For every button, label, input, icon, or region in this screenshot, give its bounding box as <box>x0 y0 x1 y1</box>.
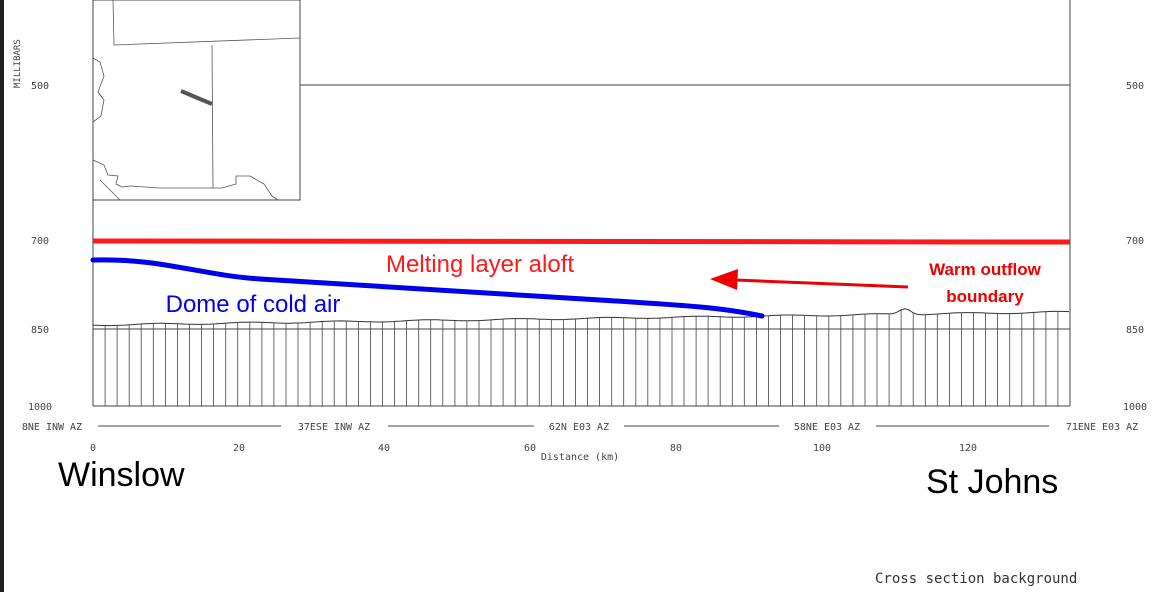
y-axis-title: MILLIBARS <box>13 39 23 88</box>
x-tick-100: 100 <box>813 443 831 454</box>
map-transect-line <box>180 89 213 106</box>
station-label-2: 62N E03 AZ <box>549 422 609 433</box>
station-label-bg-4 <box>1049 419 1155 433</box>
y-tick-left-850: 850 <box>31 325 49 336</box>
map-state-border-east <box>211 44 214 189</box>
cold-dome-label: Dome of cold air <box>166 291 341 318</box>
y-tick-left-1000: 1000 <box>28 402 52 413</box>
station-label-0: 8NE INW AZ <box>22 422 82 433</box>
y-tick-right-700: 700 <box>1126 236 1144 247</box>
map-river-west <box>92 57 105 123</box>
station-label-4: 71ENE E03 AZ <box>1066 422 1138 433</box>
y-tick-left-700: 700 <box>31 236 49 247</box>
station-label-bg-3 <box>779 419 876 433</box>
terrain-grid <box>92 308 1070 406</box>
x-tick-0: 0 <box>90 443 96 454</box>
station-label-3: 58NE E03 AZ <box>794 422 860 433</box>
x-tick-40: 40 <box>378 443 390 454</box>
outflow-label-line2: boundary <box>946 287 1024 306</box>
y-tick-left-500: 500 <box>31 81 49 92</box>
x-tick-80: 80 <box>670 443 682 454</box>
station-label-bg-1 <box>281 419 388 433</box>
map-state-border-north <box>112 0 301 46</box>
inset-map <box>92 0 301 201</box>
map-coast <box>99 179 121 201</box>
station-label-bg-0 <box>6 419 98 433</box>
y-tick-right-850: 850 <box>1126 325 1144 336</box>
city-label-st-johns: St Johns <box>926 463 1058 501</box>
melting-layer-label: Melting layer aloft <box>386 251 574 278</box>
terrain-profile <box>92 308 1070 327</box>
left-border <box>0 0 4 592</box>
outflow-label-line1: Warm outflow <box>929 260 1042 279</box>
x-axis-title: Distance (km) <box>541 452 619 463</box>
x-tick-120: 120 <box>959 443 977 454</box>
outflow-arrow <box>710 269 909 290</box>
city-label-winslow: Winslow <box>58 456 185 494</box>
x-tick-60: 60 <box>524 443 536 454</box>
caption: Cross section background <box>875 571 1077 587</box>
plot-frame <box>92 0 1071 407</box>
station-label-1: 37ESE INW AZ <box>298 422 370 433</box>
y-tick-right-1000: 1000 <box>1123 402 1147 413</box>
x-tick-20: 20 <box>233 443 245 454</box>
y-tick-right-500: 500 <box>1126 81 1144 92</box>
map-border-south <box>92 159 279 201</box>
melting-layer-line <box>92 238 1071 245</box>
cold-dome-line <box>90 257 765 319</box>
station-label-bg-2 <box>534 419 624 433</box>
